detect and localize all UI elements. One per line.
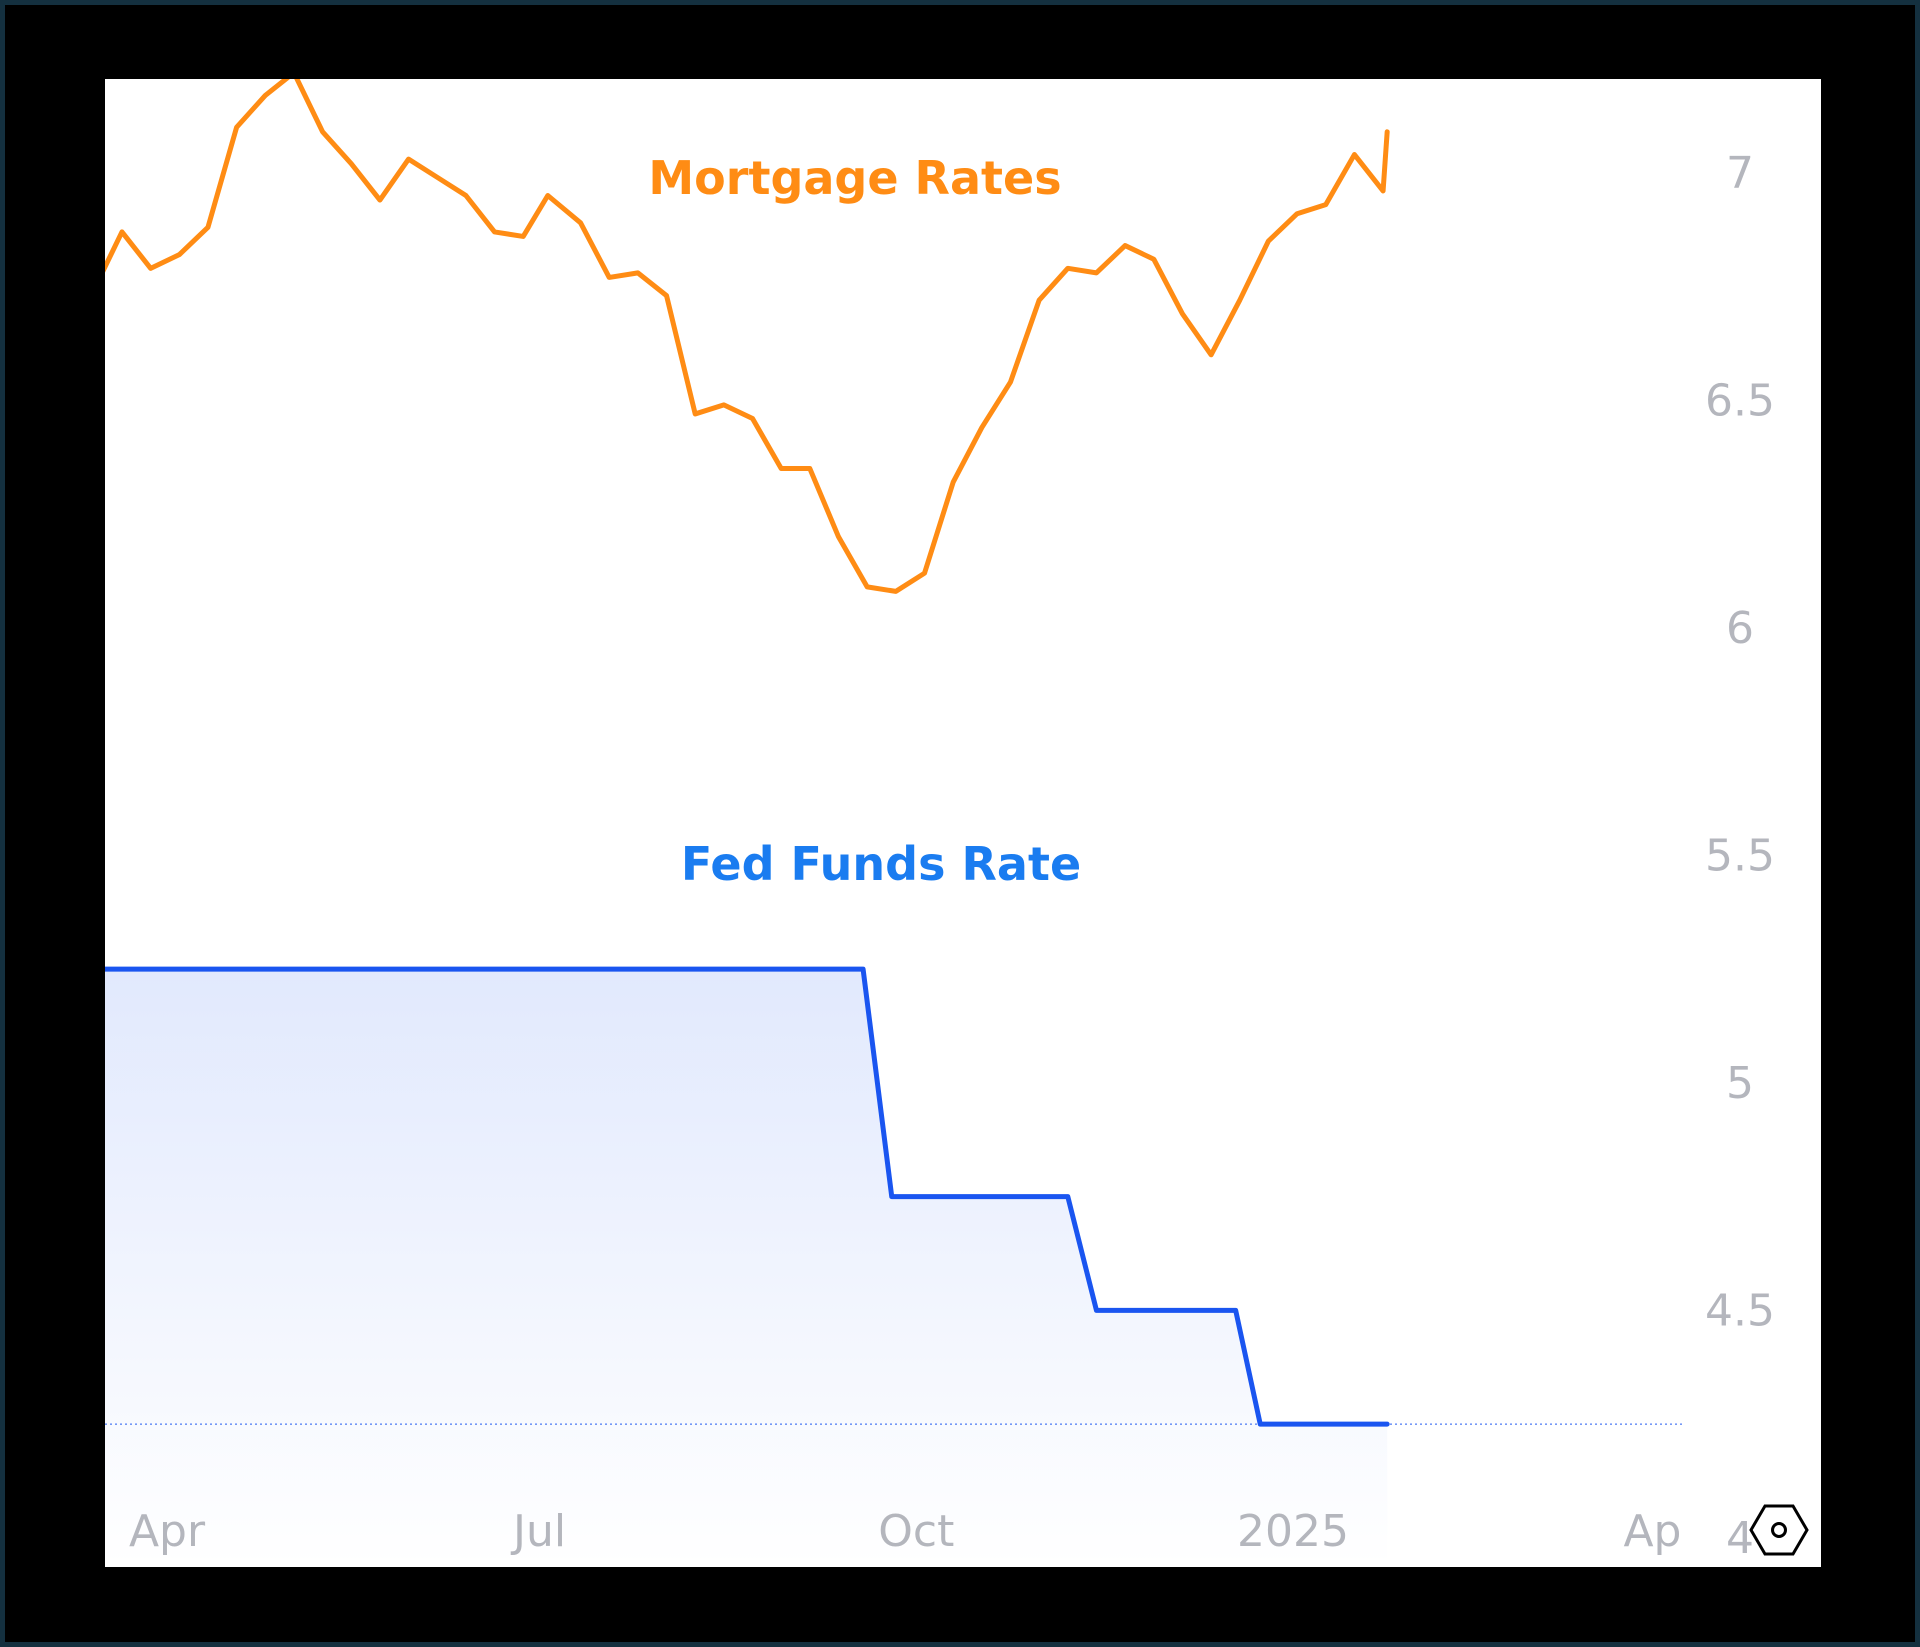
- x-tick-label: Apr: [129, 1506, 206, 1557]
- x-tick-label: Oct: [878, 1506, 954, 1557]
- fed-funds-rate-area: [105, 969, 1388, 1567]
- fed-funds-rate-line: [105, 966, 1390, 1427]
- mortgage-rates-title: Mortgage Rates: [648, 151, 1061, 205]
- chart-frame: 4 4.5 5 5.5 6 6.5 7 Apr Jul Oct 2025 Apr Mortgage …: [5, 5, 1915, 1642]
- y-tick-label: 5.5: [1705, 830, 1775, 881]
- fed-funds-rate-title: Fed Funds Rate: [681, 837, 1081, 891]
- mortgage-rates-line: [105, 79, 1390, 594]
- y-tick-label: 5: [1726, 1058, 1754, 1109]
- y-tick-label: 4: [1726, 1513, 1754, 1564]
- settings-hexagon-icon[interactable]: [1749, 1504, 1809, 1556]
- chart-panel: 4 4.5 5 5.5 6 6.5 7 Apr Jul Oct 2025 Apr Mortgage …: [105, 79, 1821, 1567]
- x-tick-label: 2025: [1237, 1506, 1349, 1557]
- y-tick-label: 7: [1726, 148, 1754, 199]
- x-tick-label: Jul: [510, 1506, 566, 1557]
- rates-chart: 4 4.5 5 5.5 6 6.5 7 Apr Jul Oct 2025 Apr Mortgage …: [105, 79, 1809, 1567]
- y-tick-label: 4.5: [1705, 1285, 1775, 1336]
- y-tick-label: 6: [1726, 603, 1754, 654]
- y-tick-label: 6.5: [1705, 375, 1775, 426]
- x-tick-label: Apr: [1623, 1506, 1700, 1557]
